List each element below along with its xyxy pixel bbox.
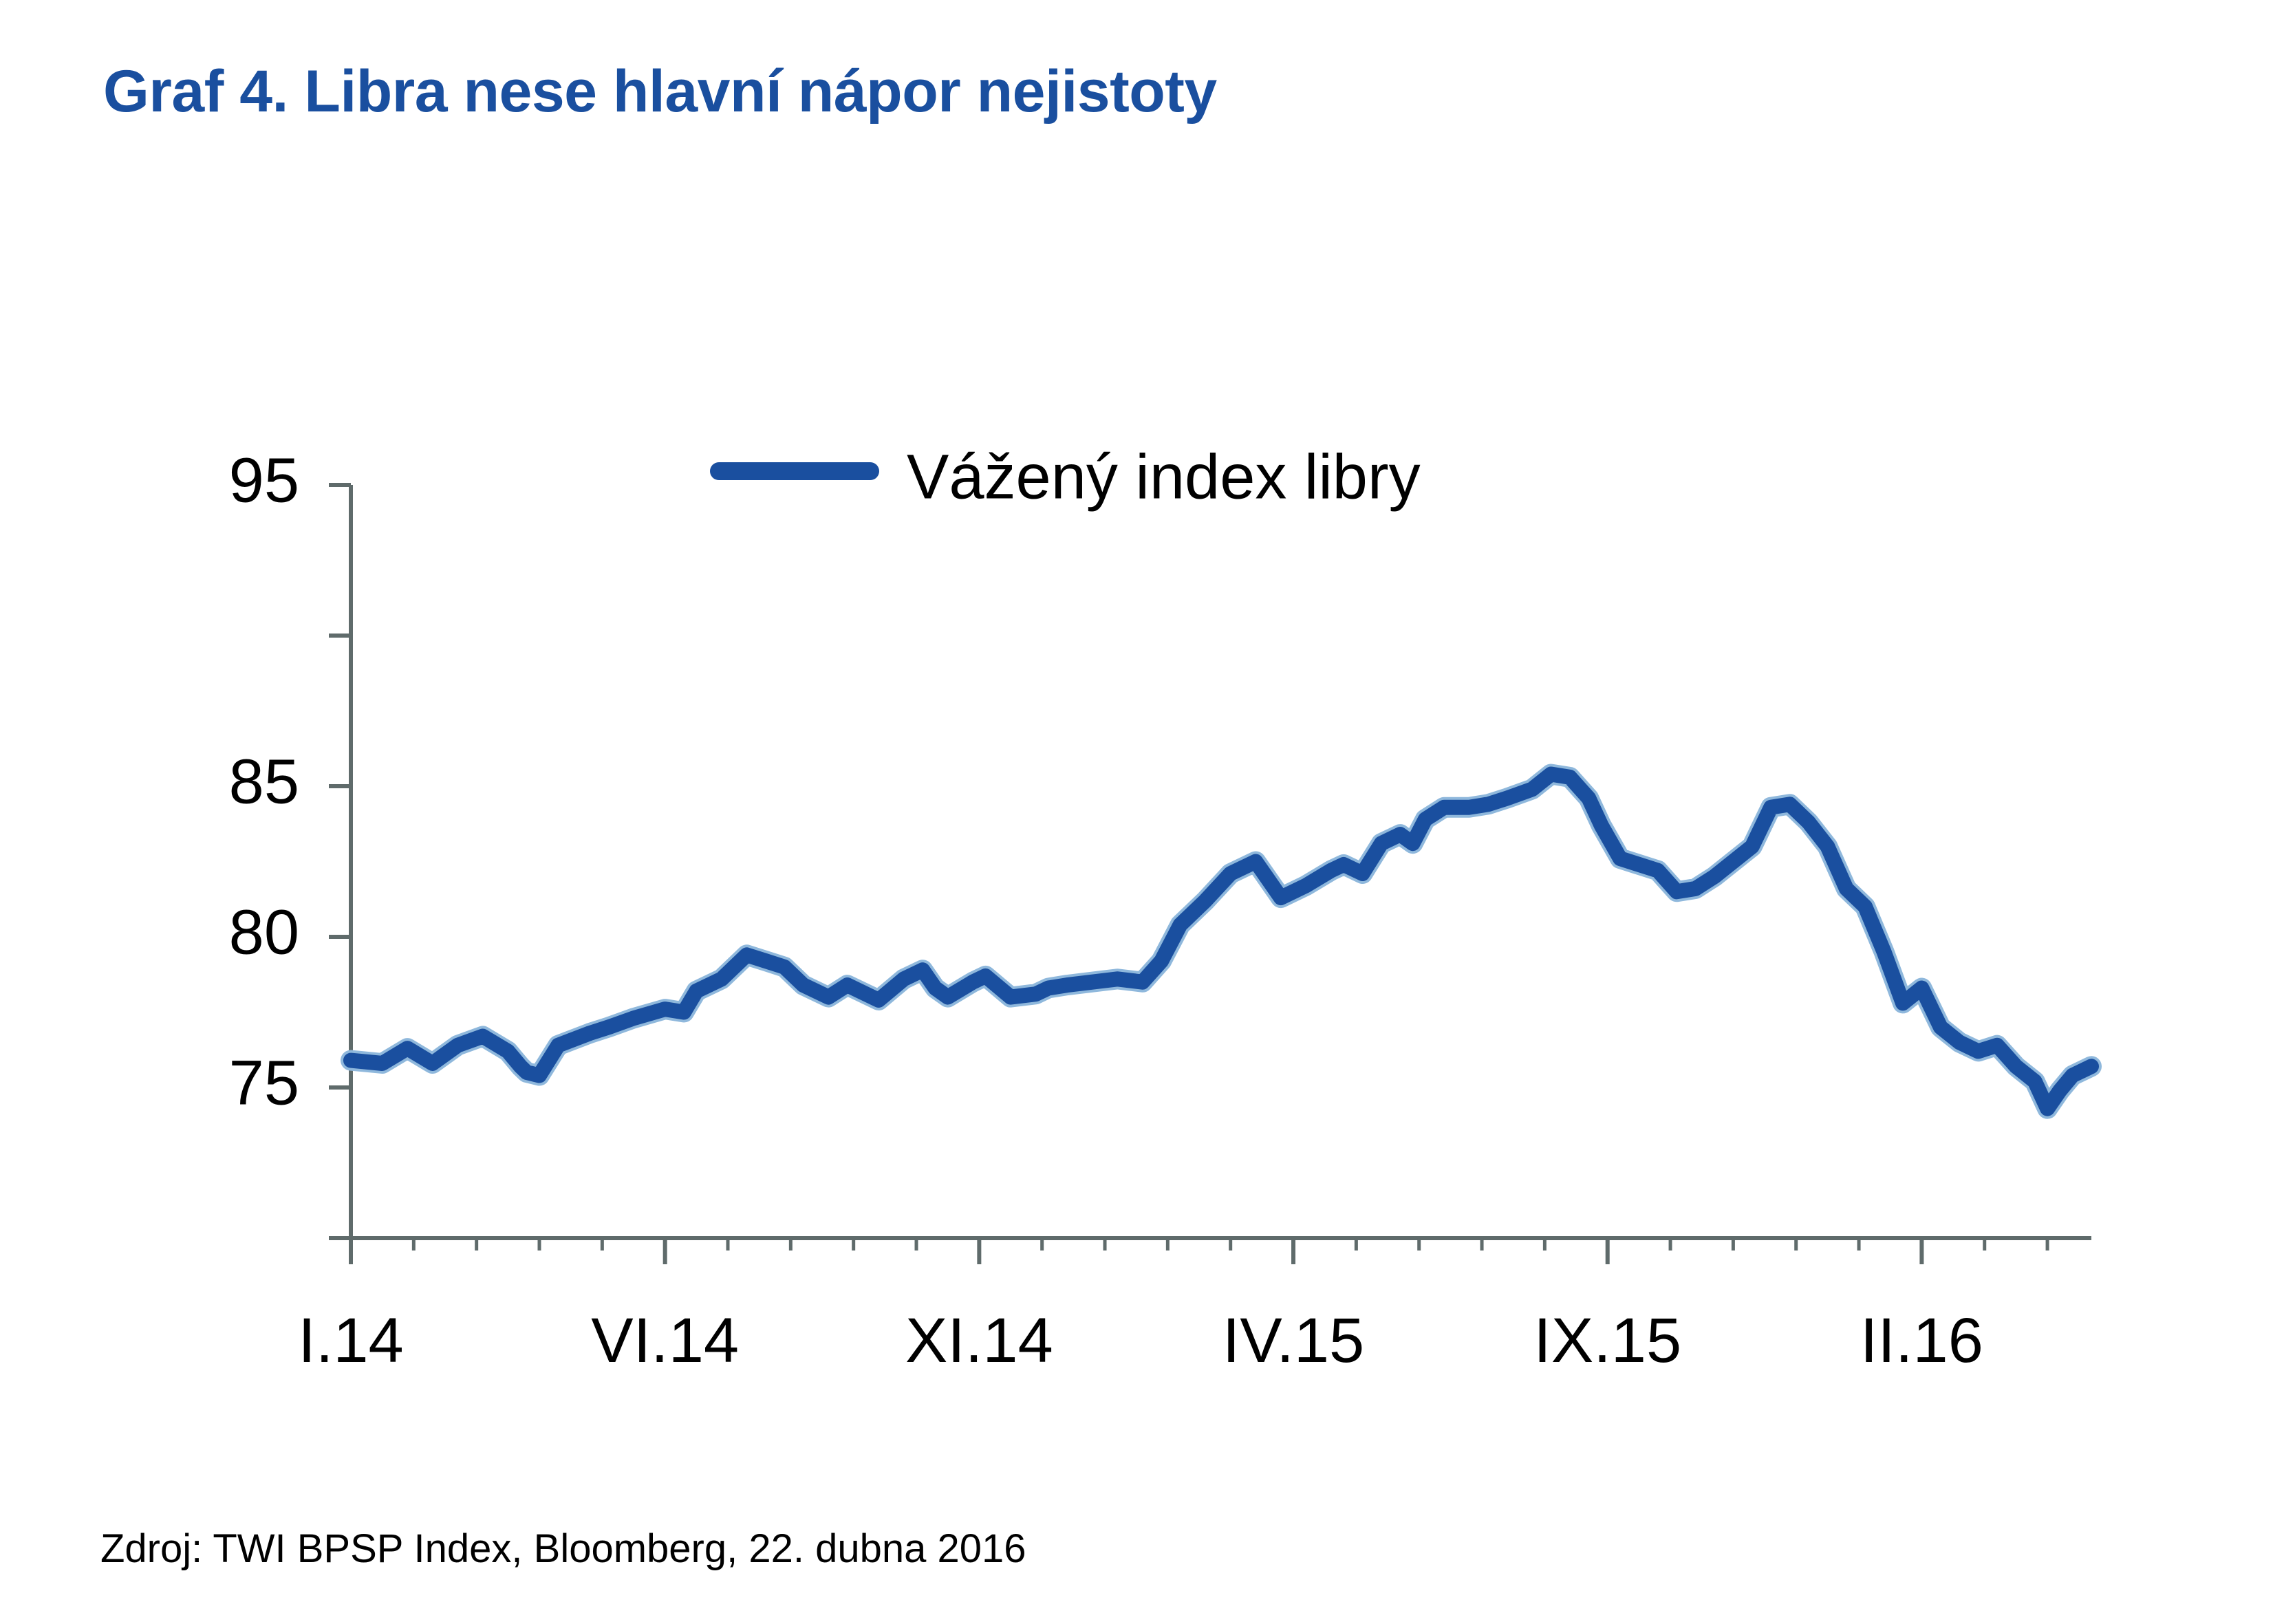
legend: Vážený index libry — [710, 442, 1421, 512]
x-tick-label: II.16 — [1860, 1306, 1983, 1376]
source-note: Zdroj: TWI BPSP Index, Bloomberg, 22. du… — [100, 1526, 1026, 1571]
x-tick-label: VI.14 — [591, 1306, 739, 1376]
x-tick-label: XI.14 — [905, 1306, 1053, 1376]
axes: 75 80 85 95 I.14 VI.14 XI.14 IV.15 IX.15 II.16 — [229, 445, 2091, 1376]
y-tick-label: 95 — [229, 445, 299, 515]
series-line-halo — [341, 764, 2102, 1119]
y-tick-label: 85 — [229, 746, 299, 816]
chart-title: Graf 4. Libra nese hlavní nápor nejistot… — [103, 58, 1217, 124]
legend-label: Vážený index libry — [907, 442, 1421, 512]
series — [341, 764, 2102, 1119]
y-tick-label: 75 — [229, 1048, 299, 1118]
y-tick-label: 80 — [229, 897, 299, 967]
series-line — [343, 766, 2099, 1116]
x-tick-label: IV.15 — [1222, 1306, 1364, 1376]
x-tick-label: I.14 — [298, 1306, 403, 1376]
x-tick-label: IX.15 — [1533, 1306, 1681, 1376]
